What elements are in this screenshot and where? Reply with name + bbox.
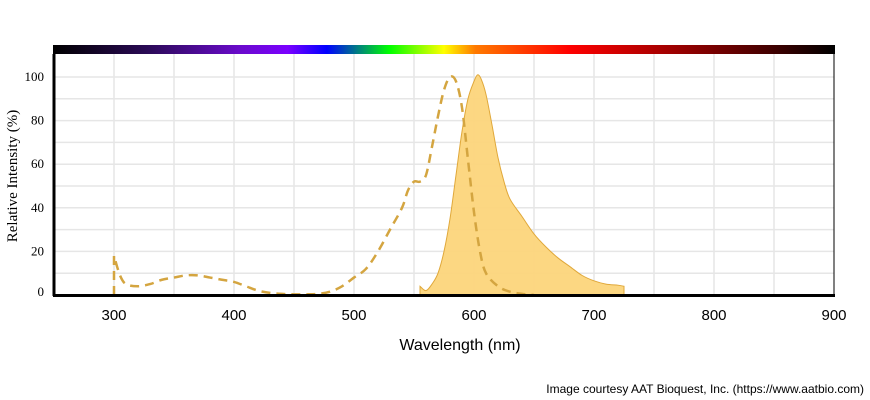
image-credit: Image courtesy AAT Bioquest, Inc. (https… xyxy=(546,382,864,396)
x-axis-label: Wavelength (nm) xyxy=(399,337,520,354)
emission-area xyxy=(419,74,625,295)
x-tick-label: 900 xyxy=(821,307,846,324)
x-tick-label: 400 xyxy=(221,307,246,324)
y-tick-label: 100 xyxy=(25,69,45,84)
y-tick-label: 40 xyxy=(31,200,44,215)
grid-lines xyxy=(54,54,834,295)
x-tick-label: 600 xyxy=(461,307,486,324)
y-tick-label: 60 xyxy=(31,156,44,171)
y-tick-label: 80 xyxy=(31,113,44,128)
spectrum-color-bar xyxy=(53,45,835,54)
x-tick-labels: 300 400 500 600 700 800 900 xyxy=(101,307,846,324)
x-tick-label: 300 xyxy=(101,307,126,324)
y-tick-label: 20 xyxy=(31,243,44,258)
x-tick-label: 800 xyxy=(701,307,726,324)
y-tick-label: 0 xyxy=(38,284,45,299)
excitation-line xyxy=(112,75,535,295)
y-axis-label: Relative Intensity (%) xyxy=(5,110,21,242)
y-tick-labels: 0 20 40 60 80 100 xyxy=(25,69,45,299)
x-tick-label: 500 xyxy=(341,307,366,324)
x-tick-label: 700 xyxy=(581,307,606,324)
